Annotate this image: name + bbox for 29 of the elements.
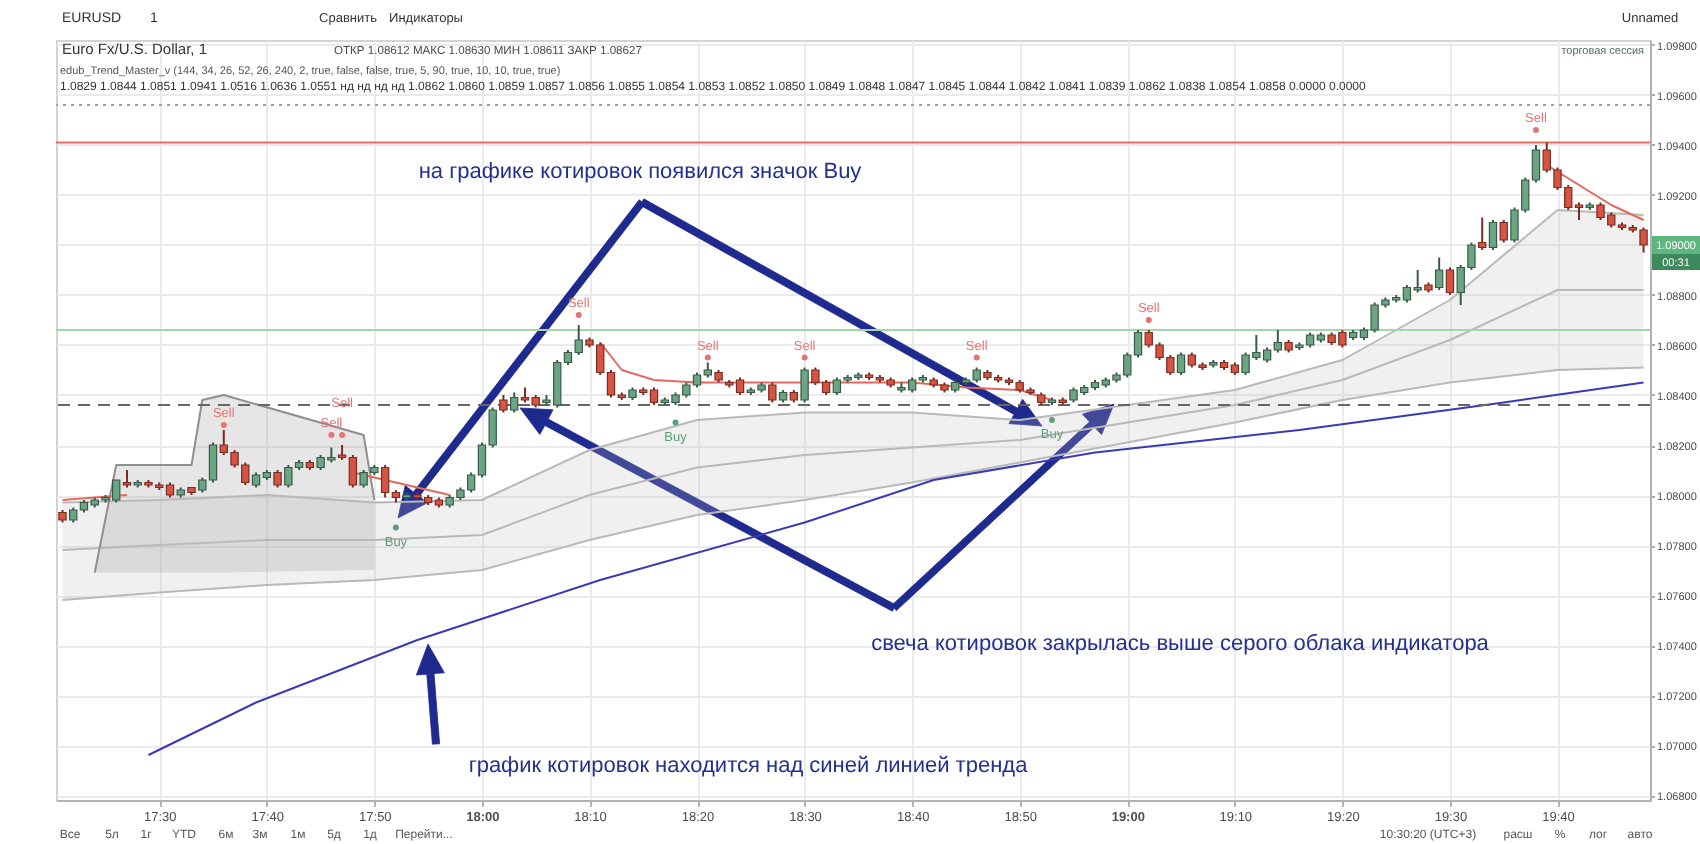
point [392, 524, 399, 531]
candlestick [1499, 219, 1508, 244]
point [801, 354, 808, 361]
point [220, 422, 227, 428]
point [328, 432, 335, 438]
point [1532, 127, 1539, 133]
annotation: свеча котировок закрылась выше серого облака индикатора [871, 632, 1491, 656]
candlestick [1488, 219, 1498, 251]
point [1145, 317, 1152, 323]
candlestick [1478, 216, 1487, 251]
candlestick [1176, 351, 1186, 376]
candlestick [800, 366, 809, 404]
line-series [599, 341, 1053, 401]
point [1048, 417, 1055, 423]
annotation: на графике котировок появился значок Buy [418, 160, 863, 184]
point [339, 432, 346, 438]
candlestick [768, 381, 777, 404]
line-series [147, 381, 1645, 756]
candlestick [509, 391, 519, 414]
point [973, 354, 980, 361]
point [672, 419, 679, 426]
point [704, 354, 711, 361]
line-series [61, 209, 1645, 504]
point [575, 312, 582, 318]
candlestick [1434, 256, 1444, 291]
line-series [61, 366, 1645, 601]
line-series [61, 289, 1645, 551]
candlestick [1445, 266, 1455, 296]
annotation: график котировок находится над синей линией тренда [468, 754, 1030, 778]
